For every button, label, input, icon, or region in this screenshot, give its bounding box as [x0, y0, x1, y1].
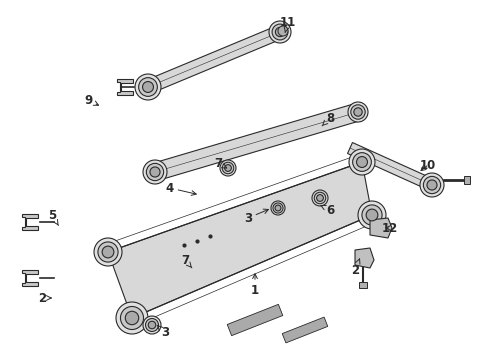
Circle shape	[348, 102, 368, 122]
Circle shape	[366, 209, 378, 221]
Circle shape	[222, 162, 234, 174]
Circle shape	[139, 78, 157, 96]
Text: 11: 11	[280, 15, 296, 33]
Circle shape	[121, 306, 144, 329]
Polygon shape	[22, 270, 38, 286]
Text: 7: 7	[181, 253, 192, 268]
Polygon shape	[108, 162, 372, 318]
Polygon shape	[359, 282, 367, 288]
Circle shape	[143, 160, 167, 184]
Text: 7: 7	[214, 157, 227, 170]
Polygon shape	[22, 214, 38, 230]
Circle shape	[143, 316, 161, 334]
Circle shape	[143, 82, 153, 93]
Text: 3: 3	[244, 209, 269, 225]
Polygon shape	[227, 304, 283, 336]
Polygon shape	[347, 143, 435, 190]
Circle shape	[94, 238, 122, 266]
Circle shape	[125, 311, 139, 325]
Circle shape	[317, 195, 323, 201]
Circle shape	[150, 167, 160, 177]
Circle shape	[353, 153, 371, 171]
Polygon shape	[282, 317, 328, 343]
Polygon shape	[355, 248, 374, 268]
Polygon shape	[117, 79, 133, 95]
Circle shape	[273, 203, 283, 213]
Polygon shape	[464, 176, 470, 184]
Text: 3: 3	[157, 325, 169, 339]
Circle shape	[354, 108, 362, 116]
Text: 8: 8	[322, 112, 334, 126]
Polygon shape	[146, 26, 283, 94]
Text: 4: 4	[166, 181, 196, 195]
Circle shape	[272, 24, 288, 40]
Circle shape	[420, 173, 444, 197]
Circle shape	[314, 192, 326, 204]
Polygon shape	[152, 103, 361, 181]
Polygon shape	[370, 218, 392, 238]
Text: 5: 5	[48, 208, 58, 225]
Circle shape	[148, 321, 156, 329]
Circle shape	[358, 201, 386, 229]
Circle shape	[147, 163, 164, 181]
Circle shape	[275, 205, 281, 211]
Circle shape	[116, 302, 148, 334]
Circle shape	[362, 205, 382, 225]
Text: 10: 10	[420, 158, 436, 171]
Text: 6: 6	[321, 203, 334, 216]
Circle shape	[278, 26, 288, 36]
Circle shape	[98, 242, 118, 262]
Circle shape	[146, 319, 158, 332]
Text: 12: 12	[382, 221, 398, 234]
Text: 1: 1	[251, 274, 259, 297]
Circle shape	[351, 105, 365, 119]
Circle shape	[357, 157, 368, 167]
Circle shape	[427, 180, 437, 190]
Circle shape	[271, 201, 285, 215]
Circle shape	[423, 176, 441, 194]
Circle shape	[275, 27, 285, 37]
Text: 2: 2	[38, 292, 51, 305]
Circle shape	[102, 246, 114, 258]
Circle shape	[312, 190, 328, 206]
Text: 2: 2	[351, 259, 360, 276]
Circle shape	[269, 21, 291, 43]
Circle shape	[220, 160, 236, 176]
Circle shape	[135, 74, 161, 100]
Circle shape	[349, 149, 375, 175]
Circle shape	[224, 165, 231, 171]
Text: 9: 9	[84, 94, 98, 107]
